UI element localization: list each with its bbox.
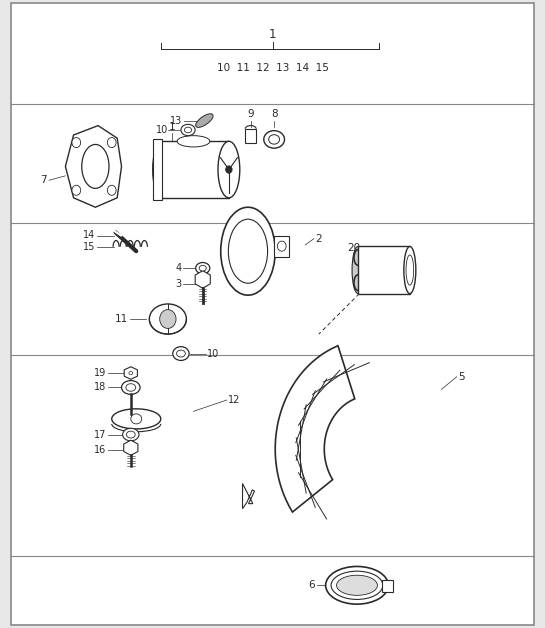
Ellipse shape (177, 136, 210, 147)
Text: 14: 14 (83, 230, 95, 241)
Bar (358, 247, 410, 294)
Ellipse shape (112, 409, 161, 429)
Text: 10: 10 (207, 349, 219, 359)
Bar (153, 139, 162, 200)
Text: 10  11  12  13  14  15: 10 11 12 13 14 15 (216, 63, 329, 73)
Polygon shape (243, 484, 255, 509)
Circle shape (226, 166, 232, 173)
Text: 9: 9 (247, 109, 254, 119)
Text: 19: 19 (94, 368, 106, 378)
Ellipse shape (173, 347, 189, 360)
Ellipse shape (153, 141, 169, 198)
Ellipse shape (122, 381, 140, 394)
Text: 6: 6 (308, 580, 315, 590)
Text: 10: 10 (156, 125, 168, 135)
Ellipse shape (181, 124, 195, 136)
Ellipse shape (160, 310, 176, 328)
Ellipse shape (352, 246, 364, 294)
Text: 1: 1 (269, 28, 276, 41)
Ellipse shape (131, 414, 142, 424)
Ellipse shape (264, 131, 284, 148)
Bar (382, 580, 393, 592)
Circle shape (277, 241, 286, 251)
Ellipse shape (196, 263, 210, 274)
Ellipse shape (221, 207, 275, 295)
Ellipse shape (331, 571, 383, 599)
Ellipse shape (326, 566, 388, 604)
Ellipse shape (129, 371, 133, 374)
Text: 17: 17 (94, 430, 106, 440)
Ellipse shape (149, 304, 186, 334)
Polygon shape (124, 367, 137, 379)
Ellipse shape (269, 135, 280, 144)
Text: 12: 12 (228, 395, 240, 405)
Ellipse shape (177, 350, 185, 357)
Polygon shape (124, 440, 138, 455)
Circle shape (72, 185, 81, 195)
Ellipse shape (228, 219, 268, 283)
Text: 7: 7 (40, 175, 47, 185)
Polygon shape (274, 236, 289, 257)
Text: 4: 4 (175, 263, 181, 273)
Polygon shape (196, 114, 213, 127)
Circle shape (107, 185, 116, 195)
Ellipse shape (82, 144, 109, 188)
Polygon shape (65, 126, 122, 207)
Text: 20: 20 (348, 243, 361, 253)
Ellipse shape (184, 127, 192, 133)
Polygon shape (195, 271, 210, 288)
Text: 3: 3 (175, 279, 181, 289)
Ellipse shape (404, 246, 416, 294)
Ellipse shape (337, 575, 378, 595)
Ellipse shape (126, 431, 135, 438)
Bar (161, 141, 229, 198)
Polygon shape (275, 346, 355, 512)
Ellipse shape (218, 141, 240, 198)
Ellipse shape (126, 384, 136, 391)
Text: 13: 13 (171, 116, 183, 126)
Text: 8: 8 (271, 109, 277, 119)
Text: 15: 15 (83, 242, 95, 252)
Text: 2: 2 (315, 234, 322, 244)
Circle shape (107, 138, 116, 148)
Ellipse shape (123, 428, 139, 441)
Circle shape (72, 138, 81, 148)
Text: 5: 5 (458, 372, 464, 382)
Text: 1: 1 (168, 122, 175, 132)
Text: 18: 18 (94, 382, 106, 392)
Bar (245, 129, 256, 143)
Text: 11: 11 (115, 314, 128, 324)
Ellipse shape (199, 265, 206, 271)
Text: 16: 16 (94, 445, 106, 455)
